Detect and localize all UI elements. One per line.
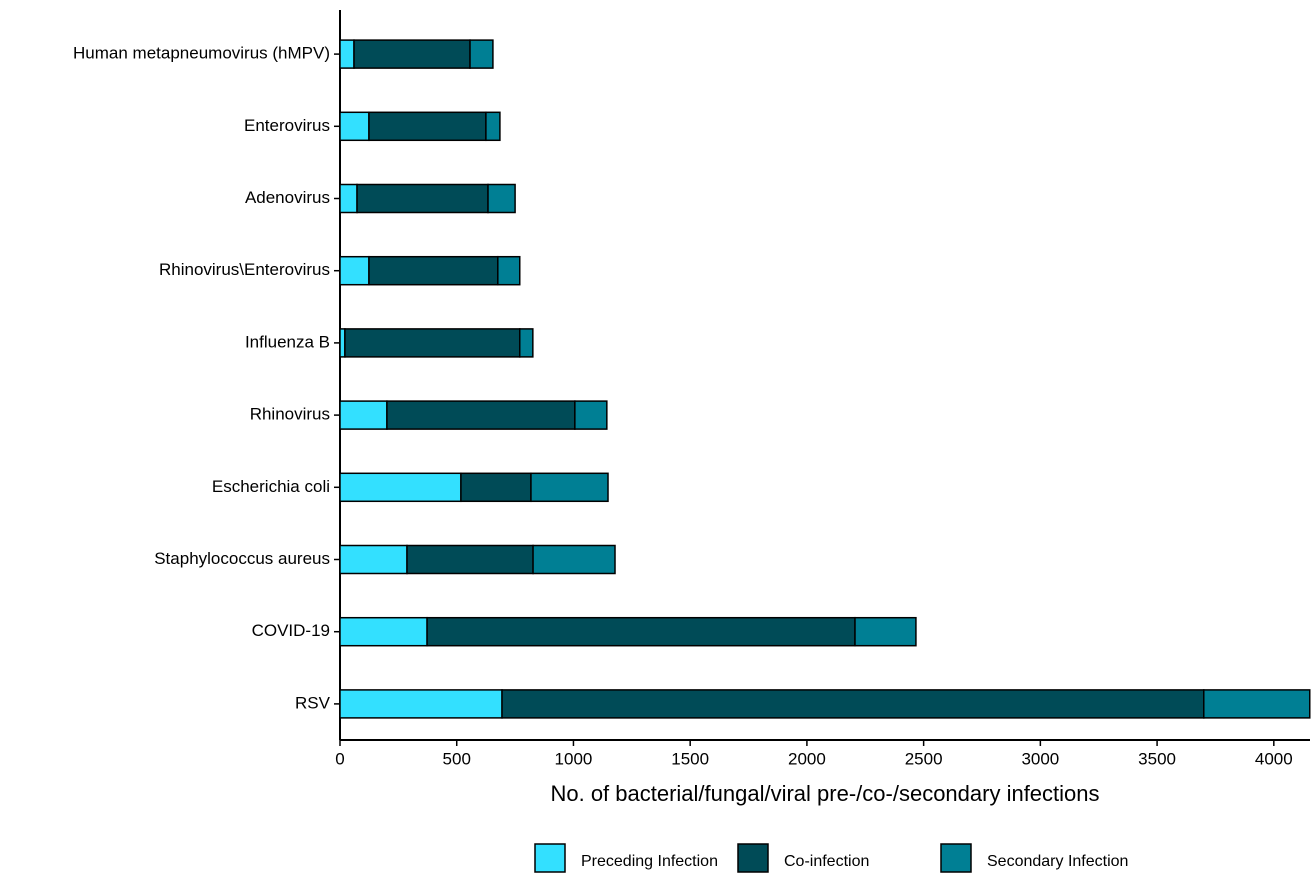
- bar-segment: [469, 39, 494, 69]
- bar-segment: [339, 689, 503, 719]
- bar-segment: [386, 400, 576, 430]
- bar-segment: [487, 183, 516, 214]
- x-tick-label: 2500: [905, 749, 943, 768]
- y-tick-label: COVID-19: [252, 621, 330, 640]
- bar-segment: [356, 183, 489, 214]
- x-tick-label: 3500: [1138, 749, 1176, 768]
- bar-segment: [485, 111, 501, 142]
- bar-segment: [339, 400, 388, 430]
- legend-swatch: [534, 843, 566, 873]
- bar-segment: [339, 183, 358, 214]
- y-tick-label: Escherichia coli: [212, 477, 330, 496]
- bar-segment: [339, 472, 462, 503]
- x-tick-label: 3000: [1021, 749, 1059, 768]
- bar-segment: [406, 544, 534, 575]
- bar-segment: [339, 544, 408, 575]
- bar-segment: [368, 111, 487, 142]
- y-tick-label: Enterovirus: [244, 116, 330, 135]
- bar-segment: [339, 616, 428, 647]
- bar-segment: [339, 39, 355, 69]
- bar-segment: [368, 255, 499, 286]
- y-tick-label: Rhinovirus\Enterovirus: [159, 260, 330, 279]
- bar-segment: [1203, 689, 1311, 719]
- bar-segment: [501, 689, 1205, 719]
- bar-segment: [426, 616, 856, 647]
- y-tick-label: Influenza B: [245, 332, 330, 351]
- legend-label: Co-infection: [784, 853, 869, 870]
- bar-segment: [532, 544, 616, 575]
- x-tick-label: 2000: [788, 749, 826, 768]
- y-tick-label: Human metapneumovirus (hMPV): [73, 44, 330, 63]
- legend-label: Secondary Infection: [987, 853, 1128, 870]
- x-tick-label: 4000: [1255, 749, 1293, 768]
- x-tick-label: 1000: [555, 749, 593, 768]
- x-tick-label: 1500: [671, 749, 709, 768]
- x-axis-title: No. of bacterial/fungal/viral pre-/co-/s…: [550, 781, 1099, 806]
- y-tick-label: Staphylococcus aureus: [154, 549, 330, 568]
- y-tick-label: RSV: [295, 693, 331, 712]
- bar-segment: [460, 472, 532, 503]
- x-tick-label: 500: [443, 749, 471, 768]
- y-tick-label: Rhinovirus: [250, 405, 330, 424]
- bar-segment: [344, 328, 521, 358]
- bar-segment: [497, 255, 521, 286]
- bar-segment: [339, 111, 370, 142]
- bar-segment: [530, 472, 609, 503]
- bar-segment: [339, 255, 370, 286]
- bar-segment: [519, 328, 534, 358]
- legend-label: Preceding Infection: [581, 853, 718, 870]
- bar-segment: [574, 400, 608, 430]
- legend-swatch: [737, 843, 769, 873]
- bar-segment: [854, 616, 917, 647]
- bar-segment: [353, 39, 471, 69]
- legend-swatch: [940, 843, 972, 873]
- y-tick-label: Adenovirus: [245, 188, 330, 207]
- x-tick-label: 0: [335, 749, 344, 768]
